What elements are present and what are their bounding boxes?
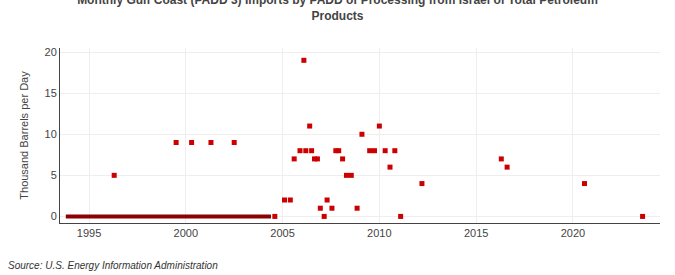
svg-text:20: 20 — [45, 46, 57, 58]
svg-text:0: 0 — [51, 210, 57, 222]
svg-text:2010: 2010 — [367, 227, 391, 239]
svg-text:Source: U.S. Energy Informatio: Source: U.S. Energy Information Administ… — [8, 260, 218, 271]
svg-text:Monthly Gulf Coast (PADD 3) Im: Monthly Gulf Coast (PADD 3) Imports by P… — [77, 0, 598, 23]
svg-text:2020: 2020 — [561, 227, 585, 239]
svg-text:2015: 2015 — [464, 227, 488, 239]
svg-text:1995: 1995 — [77, 227, 101, 239]
svg-text:Thousand Barrels per Day: Thousand Barrels per Day — [18, 71, 30, 200]
svg-text:2000: 2000 — [174, 227, 198, 239]
svg-text:2005: 2005 — [270, 227, 294, 239]
svg-text:10: 10 — [45, 128, 57, 140]
svg-text:15: 15 — [45, 87, 57, 99]
svg-text:5: 5 — [51, 169, 57, 181]
